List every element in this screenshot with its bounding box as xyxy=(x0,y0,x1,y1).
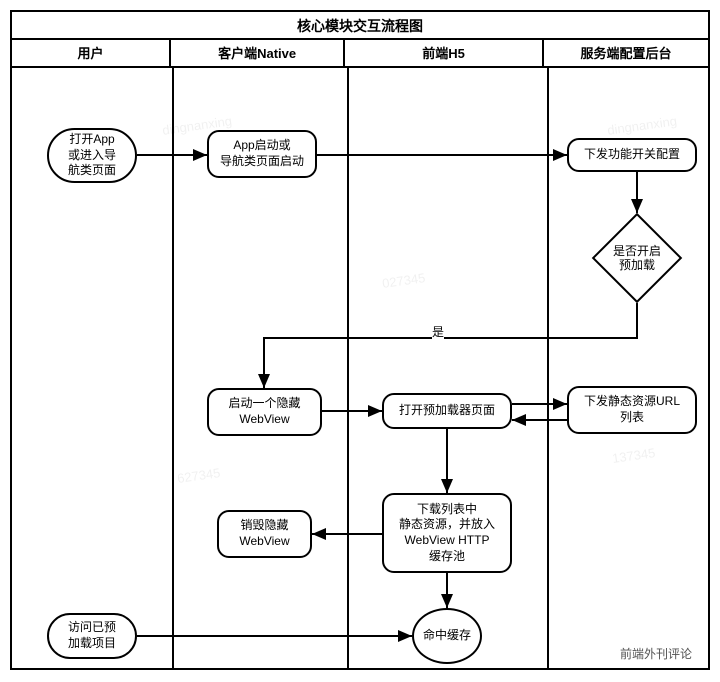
flowchart-diagram: 核心模块交互流程图 用户 客户端Native 前端H5 服务端配置后台 前端外刊… xyxy=(10,10,710,670)
lanes-body: 前端外刊评论 dingnanxingdingnanxing02734513734… xyxy=(12,68,708,670)
node-fetch_switch: 下发功能开关配置 xyxy=(567,138,697,172)
lane-divider xyxy=(547,68,549,670)
diagram-title: 核心模块交互流程图 xyxy=(12,12,708,40)
footer-watermark: 前端外刊评论 xyxy=(620,645,692,662)
watermark-text: 627345 xyxy=(176,465,221,486)
node-destroy_wv: 销毁隐藏 WebView xyxy=(217,510,312,558)
watermark-text: 137345 xyxy=(611,445,656,466)
node-label: 是否开启 预加载 xyxy=(613,244,661,273)
lane-header-server: 服务端配置后台 xyxy=(544,40,708,66)
edge xyxy=(264,303,637,388)
node-res_list: 下发静态资源URL 列表 xyxy=(567,386,697,434)
watermark-text: 027345 xyxy=(381,270,426,291)
node-hit_cache: 命中缓存 xyxy=(412,608,482,664)
lane-header-user: 用户 xyxy=(12,40,171,66)
node-open_app: 打开App 或进入导 航类页面 xyxy=(47,128,137,183)
lane-header-native: 客户端Native xyxy=(171,40,345,66)
lane-header-h5: 前端H5 xyxy=(345,40,544,66)
node-hidden_wv: 启动一个隐藏 WebView xyxy=(207,388,322,436)
watermark-text: dingnanxing xyxy=(606,113,678,138)
node-download: 下载列表中 静态资源，并放入 WebView HTTP 缓存池 xyxy=(382,493,512,573)
lane-divider xyxy=(347,68,349,670)
node-open_preload: 打开预加载器页面 xyxy=(382,393,512,429)
lanes-header: 用户 客户端Native 前端H5 服务端配置后台 xyxy=(12,40,708,68)
edge-label: 是 xyxy=(432,323,444,340)
node-app_start: App启动或 导航类页面启动 xyxy=(207,130,317,178)
node-decision: 是否开启 预加载 xyxy=(592,213,682,303)
node-visit: 访问已预 加载项目 xyxy=(47,613,137,659)
lane-divider xyxy=(172,68,174,670)
